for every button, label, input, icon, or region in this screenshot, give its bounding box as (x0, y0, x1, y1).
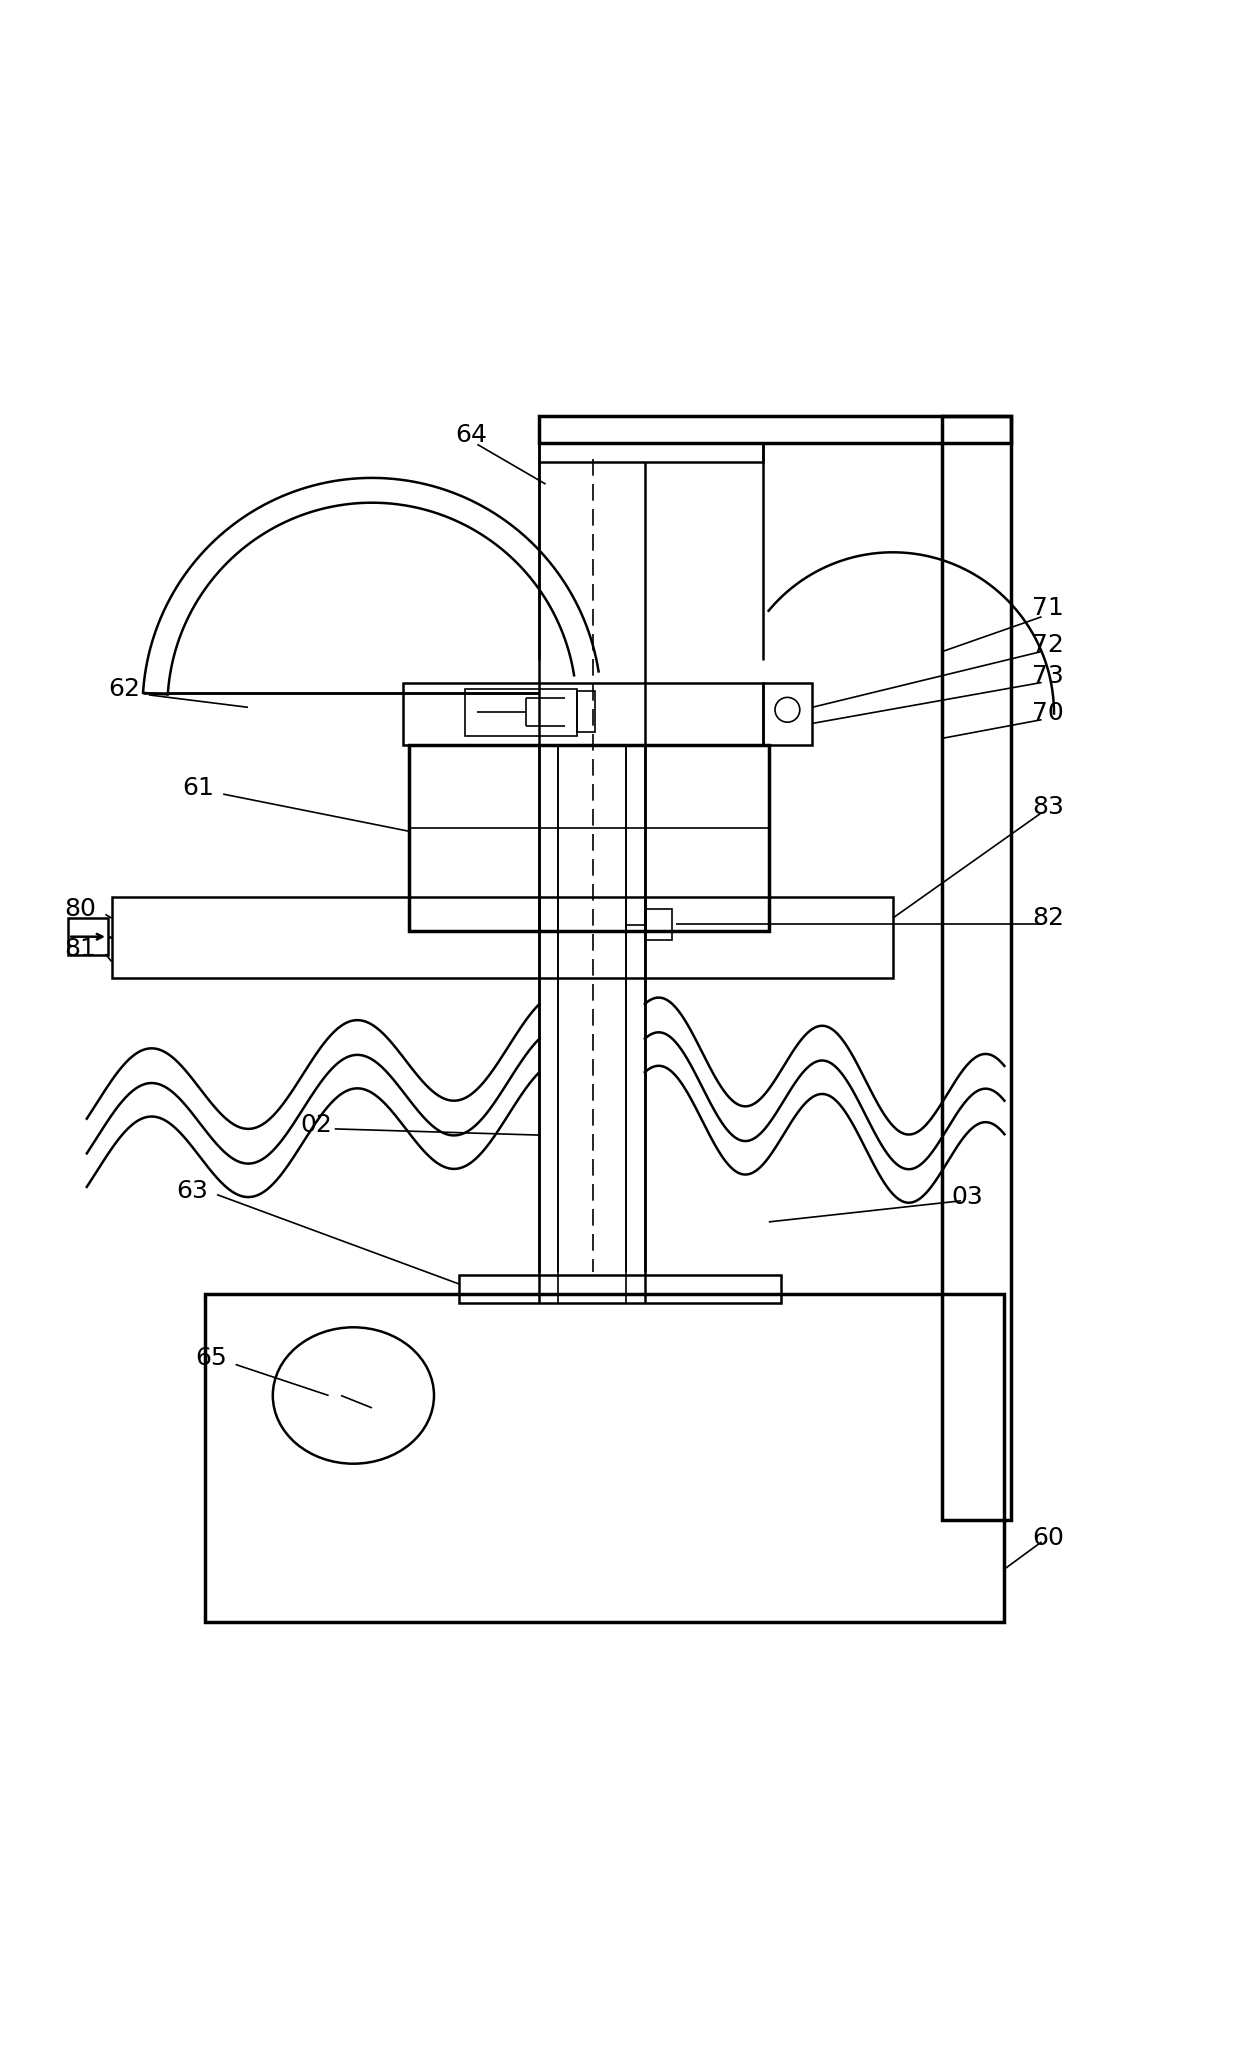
Bar (459, 1275, 781, 1302)
Bar (409, 745, 769, 931)
Bar (645, 909, 672, 940)
Bar (763, 682, 812, 745)
Text: 64: 64 (455, 422, 487, 446)
Text: 82: 82 (1032, 907, 1064, 929)
Bar (112, 897, 893, 978)
Text: 61: 61 (182, 776, 215, 800)
Text: 60: 60 (1032, 1527, 1064, 1550)
Text: 81: 81 (64, 938, 97, 962)
Text: 65: 65 (195, 1347, 227, 1369)
Text: 72: 72 (1032, 633, 1064, 657)
Text: 71: 71 (1032, 596, 1064, 620)
Bar (68, 919, 108, 956)
Text: 62: 62 (108, 678, 140, 700)
Text: 03: 03 (951, 1185, 983, 1210)
Bar (403, 682, 763, 745)
Bar (577, 692, 595, 733)
Bar (205, 1294, 1004, 1623)
Text: 63: 63 (176, 1179, 208, 1204)
Bar (539, 444, 763, 463)
Text: 73: 73 (1032, 665, 1064, 688)
Text: 83: 83 (1032, 794, 1064, 819)
Text: 02: 02 (300, 1114, 332, 1138)
Text: 80: 80 (64, 897, 97, 921)
Text: 70: 70 (1032, 702, 1064, 725)
Bar (465, 688, 577, 735)
Bar (942, 416, 1011, 1519)
Bar (539, 416, 1011, 444)
